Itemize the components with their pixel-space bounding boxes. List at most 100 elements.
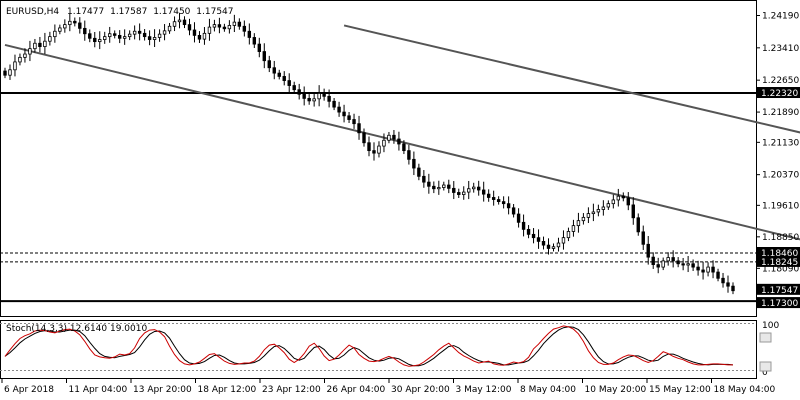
candle-body-down: [3, 70, 7, 76]
candle-body-down: [626, 197, 630, 206]
candle-body-down: [187, 24, 192, 31]
candle-body-down: [711, 266, 715, 273]
level-badge: [757, 87, 800, 99]
candle-body-up: [23, 53, 27, 58]
candle-body-up: [172, 21, 177, 27]
stochastic-scale-handle-top[interactable]: [759, 332, 772, 343]
time-axis-label: 23 Apr 12:00: [262, 385, 321, 395]
price-axis-label: 1.21890: [762, 108, 799, 118]
candle-body-down: [112, 33, 117, 36]
time-axis-label: 18 Apr 12:00: [198, 385, 257, 395]
candle-body-down: [287, 80, 291, 86]
candle-body-down: [701, 269, 705, 273]
candle-body-down: [691, 263, 695, 268]
candle-body-down: [392, 134, 396, 140]
candle-body-up: [207, 26, 212, 34]
stochastic-panel-frame: [0, 320, 757, 379]
time-axis-label: 15 May 12:00: [649, 385, 711, 395]
candle-body-up: [377, 145, 381, 154]
level-badge: [757, 255, 800, 267]
candle-body-up: [48, 36, 52, 42]
candle-body-down: [516, 213, 521, 223]
candle-body-up: [108, 33, 112, 38]
candle-body-up: [167, 25, 172, 32]
candle-body-down: [716, 271, 720, 279]
candle-body-down: [432, 185, 436, 190]
candle-body-down: [267, 60, 271, 69]
candle-body-down: [646, 243, 650, 258]
level-badge-label: 1.17300: [761, 299, 798, 309]
candle-body-down: [372, 150, 376, 154]
candle-body-up: [571, 225, 576, 232]
time-axis-label: 8 May 04:00: [520, 385, 576, 395]
candle-body-down: [252, 37, 257, 45]
candle-body-up: [132, 30, 137, 35]
candle-body-down: [192, 29, 197, 36]
candle-body-down: [491, 197, 496, 200]
candle-body-down: [302, 93, 306, 99]
candle-body-down: [536, 237, 541, 242]
candle-body-up: [28, 48, 32, 55]
candle-body-up: [58, 27, 62, 32]
candle-body-down: [83, 27, 87, 35]
candle-body-up: [162, 30, 167, 35]
candle-body-up: [601, 206, 606, 210]
candle-body-down: [696, 266, 700, 271]
candle-body-down: [307, 98, 311, 102]
price-panel[interactable]: EURUSD,H4 1.17477 1.17587 1.17450 1.1754…: [0, 0, 800, 317]
level-badge-label: 1.22320: [761, 89, 798, 99]
candle-body-down: [486, 193, 491, 198]
candle-body-up: [8, 69, 12, 76]
candle-body-up: [706, 266, 710, 273]
candle-body-down: [412, 158, 416, 169]
candle-body-down: [247, 30, 252, 38]
descending-channel: [4, 24, 800, 241]
close-value: 1.17547: [196, 7, 233, 17]
candle-body-down: [197, 35, 202, 40]
candle-body-up: [566, 231, 571, 239]
candle-body-down: [526, 228, 531, 235]
candle-body-down: [93, 37, 97, 43]
candle-body-down: [142, 32, 147, 38]
candle-body-down: [481, 189, 486, 195]
candle-body-down: [631, 204, 635, 219]
time-axis-label: 26 Apr 04:00: [327, 385, 386, 395]
candle-body-down: [342, 111, 346, 117]
stochastic-axis-100: 100: [762, 321, 779, 331]
candle-body-up: [556, 242, 561, 248]
candle-body-down: [651, 256, 655, 266]
candle-body-down: [88, 33, 92, 39]
stochastic-panel[interactable]: Stoch(14,3,3) 12.6140 19.0010 100 0: [0, 320, 779, 379]
candle-body-down: [496, 199, 501, 203]
candle-body-down: [297, 89, 301, 95]
candle-body-down: [327, 95, 331, 102]
candle-body-down: [501, 201, 506, 205]
candle-body-down: [636, 217, 640, 233]
candle-body-up: [13, 61, 17, 71]
level-badge: [757, 247, 800, 258]
candle-body-down: [621, 195, 626, 199]
symbol-label: EURUSD,H4: [6, 7, 59, 17]
candle-body-up: [317, 93, 321, 100]
candle-body-up: [33, 42, 37, 50]
candle-body-up: [442, 184, 446, 188]
price-axis-label: 1.19610: [762, 201, 799, 211]
candle-body-up: [561, 237, 566, 244]
candle-body-down: [457, 192, 461, 195]
candle-body-up: [666, 257, 670, 262]
candle-body-down: [222, 26, 227, 30]
high-value: 1.17587: [110, 7, 147, 17]
candle-body-up: [127, 33, 132, 38]
candle-body-up: [606, 203, 611, 208]
candle-body-down: [447, 184, 451, 189]
candle-body-down: [671, 257, 675, 262]
candle-body-down: [182, 19, 187, 26]
candle-body-down: [641, 231, 645, 245]
candle-body-down: [367, 142, 371, 152]
stochastic-label: Stoch(14,3,3) 12.6140 19.0010: [6, 324, 147, 334]
candle-body-up: [98, 39, 102, 43]
candle-body-up: [177, 19, 182, 23]
stochastic-scale-handle-bottom[interactable]: [759, 361, 772, 372]
candle-body-down: [262, 51, 266, 62]
